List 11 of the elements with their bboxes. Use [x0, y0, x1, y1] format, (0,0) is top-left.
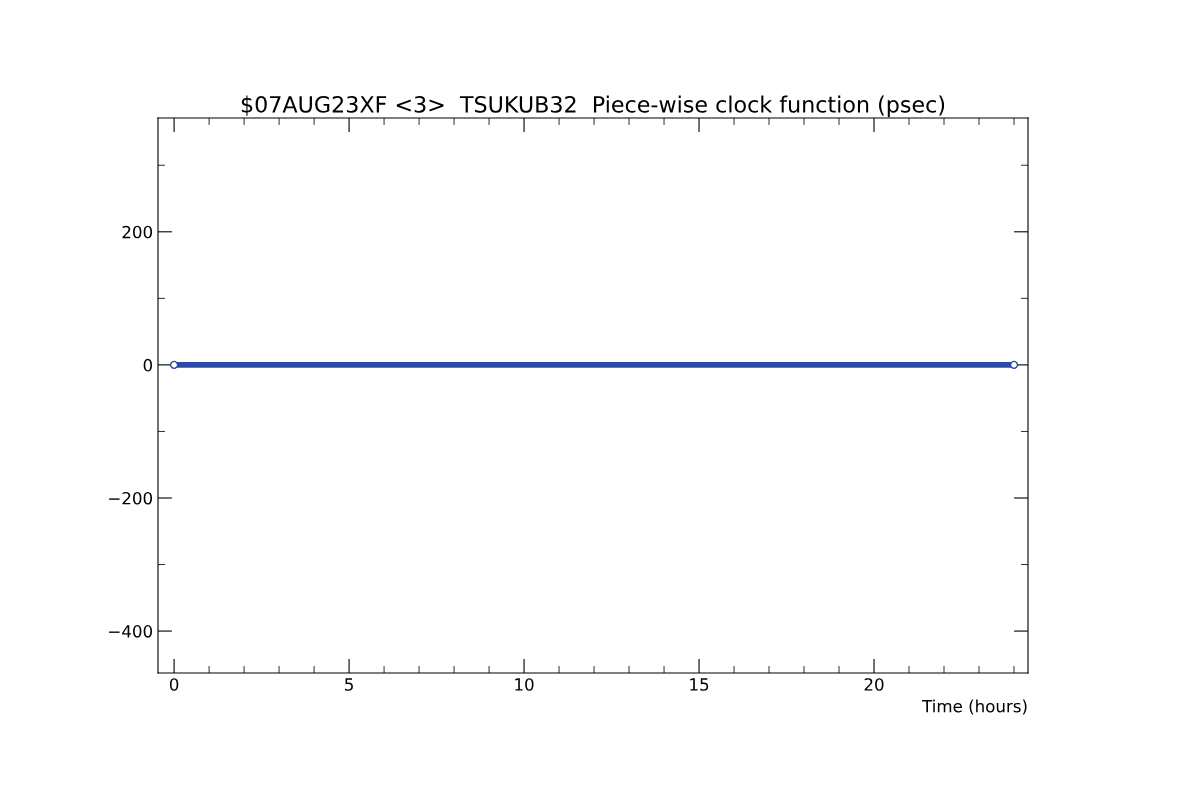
- y-tick-label: −200: [109, 491, 153, 505]
- chart-title: $07AUG23XF <3> TSUKUB32 Piece-wise clock function (psec): [241, 95, 945, 118]
- x-tick-label: 0: [169, 678, 179, 691]
- x-tick-label: 5: [345, 678, 353, 691]
- y-tick-label: −400: [109, 625, 153, 638]
- y-tick-label: 200: [122, 225, 153, 239]
- x-tick-label: 20: [864, 678, 884, 691]
- x-tick-label: 10: [515, 678, 534, 691]
- x-tick-label: 15: [690, 678, 709, 691]
- x-axis-title: Time (hours): [922, 699, 1027, 715]
- y-tick-label: 0: [143, 358, 153, 372]
